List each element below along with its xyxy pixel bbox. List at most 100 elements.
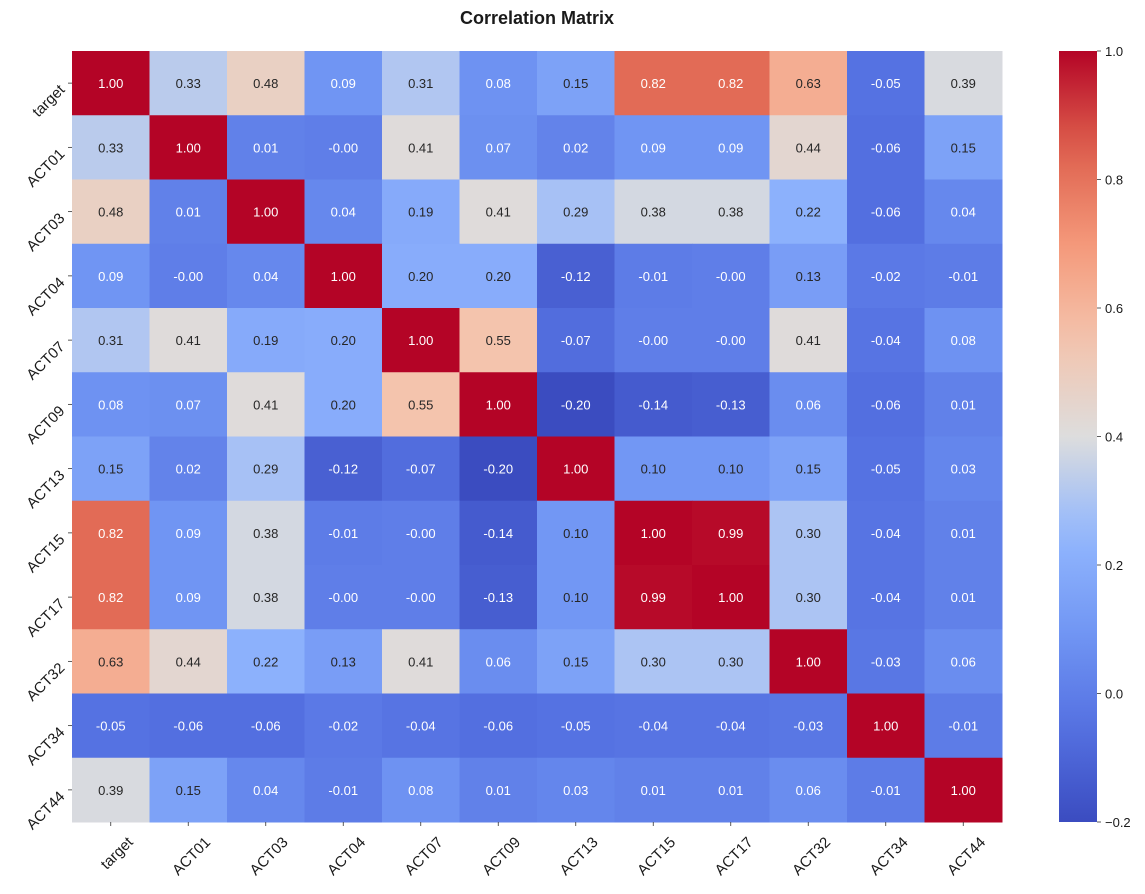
heatmap-cell [72, 308, 150, 373]
cell-value-label: -0.00 [638, 333, 668, 348]
heatmap-cell [72, 243, 150, 309]
cell-value-label: 0.38 [641, 205, 666, 220]
colorbar-tick-label: 1.0 [1105, 44, 1123, 59]
heatmap-cell [382, 436, 460, 502]
colorbar-tick-label: 0.4 [1105, 430, 1123, 445]
cell-value-label: -0.04 [871, 333, 901, 348]
chart-title: Correlation Matrix [460, 8, 614, 28]
heatmap-cell [614, 436, 693, 502]
cell-value-label: 0.06 [796, 397, 821, 412]
cell-value-label: 0.10 [641, 462, 666, 477]
cell-value-label: 0.09 [331, 76, 356, 91]
heatmap-cell [459, 308, 538, 373]
heatmap-cell [614, 757, 693, 823]
y-axis-ticks: target ACT01 ACT03 ACT04 ACT07 ACT09 ACT13 ACT1… [23, 81, 72, 833]
heatmap-cell [149, 500, 228, 566]
cell-value-label: 1.00 [563, 462, 588, 477]
cell-value-label: 0.41 [176, 333, 201, 348]
cell-value-label: 0.48 [253, 76, 278, 91]
heatmap-cell [227, 757, 305, 823]
heatmap-cell [769, 436, 848, 502]
heatmap-cell [459, 243, 538, 309]
heatmap-cell [382, 757, 460, 823]
cell-value-label: -0.06 [483, 719, 513, 734]
heatmap-cell [149, 51, 228, 116]
heatmap-cell [769, 179, 848, 245]
heatmap-cell [537, 500, 615, 566]
heatmap-cell [769, 243, 848, 309]
heatmap-cell [459, 565, 538, 630]
heatmap-cell [537, 436, 615, 502]
cell-value-label: 1.00 [951, 783, 976, 798]
heatmap-cell [537, 243, 615, 309]
colorbar-tick-label: 0.8 [1105, 173, 1123, 188]
cell-value-label: 0.63 [98, 654, 123, 669]
cell-value-label: -0.12 [561, 269, 591, 284]
heatmap-cell [72, 179, 150, 245]
heatmap-cell [692, 757, 770, 823]
heatmap-cell [537, 693, 615, 759]
heatmap-cell [382, 243, 460, 309]
heatmap-cell [537, 757, 615, 823]
heatmap-cell [459, 115, 538, 180]
heatmap-cell [614, 308, 693, 373]
cell-value-label: 0.99 [718, 526, 743, 541]
heatmap-cell [924, 500, 1003, 566]
cell-value-label: 0.44 [176, 654, 201, 669]
heatmap-cell [459, 757, 538, 823]
heatmap-cell [227, 500, 305, 566]
heatmap-cell [924, 372, 1003, 437]
cell-value-label: -0.05 [561, 719, 591, 734]
cell-value-label: -0.04 [638, 719, 668, 734]
y-tick-label: ACT07 [23, 338, 68, 383]
heatmap-cell [459, 629, 538, 694]
cell-value-label: 0.48 [98, 205, 123, 220]
heatmap-cell [847, 500, 925, 566]
heatmap-cell [692, 629, 770, 694]
heatmap-cell [304, 179, 383, 245]
heatmap-cell [769, 629, 848, 694]
heatmap-cell [924, 565, 1003, 630]
cell-value-label: -0.01 [948, 719, 978, 734]
heatmap-cell [304, 243, 383, 309]
cell-value-label: -0.00 [328, 590, 358, 605]
cell-value-label: 0.19 [253, 333, 278, 348]
cell-value-label: 0.15 [796, 462, 821, 477]
cell-value-label: -0.04 [406, 719, 436, 734]
heatmap-cell [304, 693, 383, 759]
cell-value-label: 1.00 [253, 205, 278, 220]
x-tick-label: ACT34 [867, 834, 912, 879]
cell-value-label: 0.01 [486, 783, 511, 798]
cell-value-label: 0.39 [951, 76, 976, 91]
heatmap-cells: 1.00 0.33 0.48 0.09 0.31 0.08 0.15 0.82 0.82 0.63… [72, 51, 1003, 823]
heatmap-cell [537, 308, 615, 373]
heatmap-cell [692, 308, 770, 373]
heatmap-cell [769, 565, 848, 630]
heatmap-cell [149, 565, 228, 630]
heatmap-cell [382, 629, 460, 694]
cell-value-label: -0.20 [483, 462, 513, 477]
heatmap-cell [149, 629, 228, 694]
cell-value-label: 0.82 [98, 526, 123, 541]
heatmap-cell [72, 500, 150, 566]
heatmap-cell [537, 115, 615, 180]
y-tick-label: ACT17 [23, 595, 68, 640]
cell-value-label: -0.14 [638, 397, 668, 412]
heatmap-cell [847, 629, 925, 694]
heatmap-cell [304, 51, 383, 116]
cell-value-label: 0.41 [408, 140, 433, 155]
cell-value-label: -0.14 [483, 526, 513, 541]
heatmap-cell [227, 51, 305, 116]
cell-value-label: 0.01 [951, 526, 976, 541]
heatmap-cell [72, 436, 150, 502]
heatmap-cell [847, 565, 925, 630]
heatmap-cell [149, 372, 228, 437]
cell-value-label: 0.07 [176, 397, 201, 412]
heatmap-cell [769, 500, 848, 566]
heatmap-cell [382, 179, 460, 245]
heatmap-cell [614, 115, 693, 180]
cell-value-label: 0.29 [563, 205, 588, 220]
cell-value-label: -0.01 [638, 269, 668, 284]
heatmap-cell [692, 436, 770, 502]
cell-value-label: -0.00 [716, 333, 746, 348]
